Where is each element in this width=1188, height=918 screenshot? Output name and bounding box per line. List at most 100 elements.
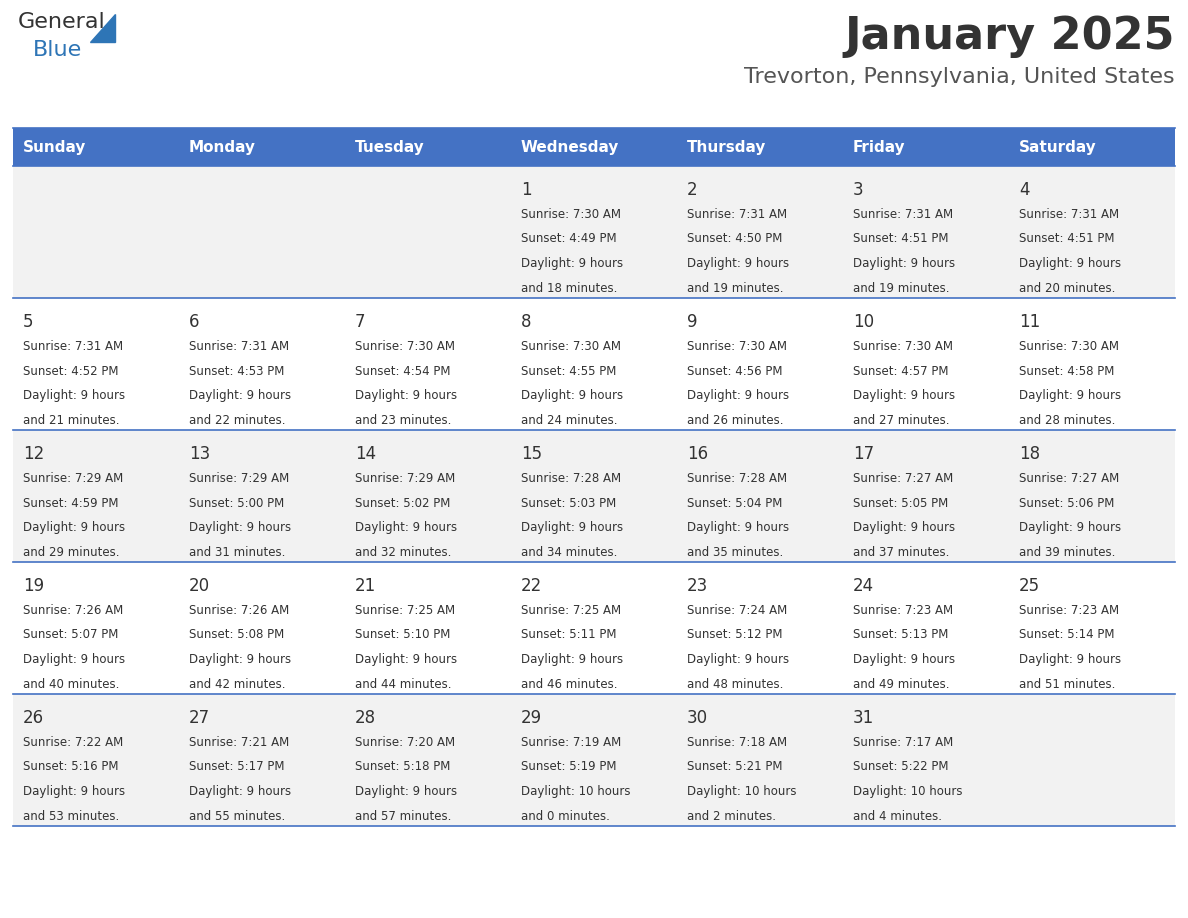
Text: Daylight: 9 hours: Daylight: 9 hours xyxy=(23,389,125,402)
Text: Daylight: 9 hours: Daylight: 9 hours xyxy=(189,653,291,666)
Text: Daylight: 10 hours: Daylight: 10 hours xyxy=(853,785,962,798)
Bar xyxy=(511,298,677,430)
Text: 12: 12 xyxy=(23,445,44,463)
Text: Sunset: 4:57 PM: Sunset: 4:57 PM xyxy=(853,364,948,377)
Bar xyxy=(345,298,511,430)
Text: 14: 14 xyxy=(355,445,377,463)
Text: 6: 6 xyxy=(189,313,200,331)
Text: and 18 minutes.: and 18 minutes. xyxy=(522,282,618,295)
Text: Daylight: 9 hours: Daylight: 9 hours xyxy=(189,389,291,402)
Text: Sunset: 5:14 PM: Sunset: 5:14 PM xyxy=(1019,629,1114,642)
Text: 26: 26 xyxy=(23,709,44,727)
Text: Sunrise: 7:23 AM: Sunrise: 7:23 AM xyxy=(1019,604,1119,617)
Text: 31: 31 xyxy=(853,709,874,727)
Text: Tuesday: Tuesday xyxy=(355,140,425,154)
Text: and 42 minutes.: and 42 minutes. xyxy=(189,677,285,690)
Text: 29: 29 xyxy=(522,709,542,727)
Text: Daylight: 9 hours: Daylight: 9 hours xyxy=(853,521,955,534)
Text: Sunrise: 7:28 AM: Sunrise: 7:28 AM xyxy=(522,472,621,485)
Text: Sunset: 5:11 PM: Sunset: 5:11 PM xyxy=(522,629,617,642)
Text: Sunrise: 7:30 AM: Sunrise: 7:30 AM xyxy=(687,340,786,353)
Text: and 46 minutes.: and 46 minutes. xyxy=(522,677,618,690)
Text: Sunset: 4:58 PM: Sunset: 4:58 PM xyxy=(1019,364,1114,377)
Text: Sunrise: 7:26 AM: Sunrise: 7:26 AM xyxy=(23,604,124,617)
Text: General: General xyxy=(18,12,106,32)
Bar xyxy=(511,128,677,166)
Bar xyxy=(843,694,1009,826)
Text: 4: 4 xyxy=(1019,181,1030,199)
Bar xyxy=(345,430,511,562)
Bar xyxy=(1009,166,1175,298)
Text: and 39 minutes.: and 39 minutes. xyxy=(1019,545,1116,558)
Text: Sunrise: 7:30 AM: Sunrise: 7:30 AM xyxy=(522,208,621,221)
Polygon shape xyxy=(90,14,115,42)
Text: Sunset: 4:51 PM: Sunset: 4:51 PM xyxy=(1019,232,1114,245)
Text: and 35 minutes.: and 35 minutes. xyxy=(687,545,783,558)
Text: Sunrise: 7:18 AM: Sunrise: 7:18 AM xyxy=(687,736,788,749)
Bar xyxy=(511,166,677,298)
Bar xyxy=(677,128,843,166)
Bar xyxy=(13,562,179,694)
Text: Daylight: 9 hours: Daylight: 9 hours xyxy=(189,521,291,534)
Text: Daylight: 9 hours: Daylight: 9 hours xyxy=(355,521,457,534)
Text: Daylight: 9 hours: Daylight: 9 hours xyxy=(23,785,125,798)
Text: and 29 minutes.: and 29 minutes. xyxy=(23,545,120,558)
Bar xyxy=(1009,562,1175,694)
Bar xyxy=(677,430,843,562)
Text: and 31 minutes.: and 31 minutes. xyxy=(189,545,285,558)
Text: 20: 20 xyxy=(189,577,210,595)
Text: and 32 minutes.: and 32 minutes. xyxy=(355,545,451,558)
Text: and 4 minutes.: and 4 minutes. xyxy=(853,810,942,823)
Text: 7: 7 xyxy=(355,313,366,331)
Text: Daylight: 9 hours: Daylight: 9 hours xyxy=(687,389,789,402)
Bar xyxy=(677,298,843,430)
Text: and 44 minutes.: and 44 minutes. xyxy=(355,677,451,690)
Text: 30: 30 xyxy=(687,709,708,727)
Text: Monday: Monday xyxy=(189,140,255,154)
Text: Blue: Blue xyxy=(33,40,82,60)
Text: Sunset: 5:08 PM: Sunset: 5:08 PM xyxy=(189,629,284,642)
Text: 18: 18 xyxy=(1019,445,1041,463)
Bar xyxy=(13,298,179,430)
Bar xyxy=(179,694,345,826)
Text: 22: 22 xyxy=(522,577,542,595)
Text: January 2025: January 2025 xyxy=(845,15,1175,58)
Bar xyxy=(179,128,345,166)
Text: Sunrise: 7:25 AM: Sunrise: 7:25 AM xyxy=(355,604,455,617)
Text: Daylight: 9 hours: Daylight: 9 hours xyxy=(522,521,624,534)
Text: and 20 minutes.: and 20 minutes. xyxy=(1019,282,1116,295)
Text: 25: 25 xyxy=(1019,577,1041,595)
Bar xyxy=(345,562,511,694)
Text: Sunrise: 7:27 AM: Sunrise: 7:27 AM xyxy=(853,472,953,485)
Text: Sunrise: 7:21 AM: Sunrise: 7:21 AM xyxy=(189,736,289,749)
Text: and 0 minutes.: and 0 minutes. xyxy=(522,810,609,823)
Text: Daylight: 10 hours: Daylight: 10 hours xyxy=(687,785,796,798)
Text: Sunset: 5:06 PM: Sunset: 5:06 PM xyxy=(1019,497,1114,509)
Text: 21: 21 xyxy=(355,577,377,595)
Bar xyxy=(843,562,1009,694)
Bar xyxy=(677,694,843,826)
Text: Sunrise: 7:31 AM: Sunrise: 7:31 AM xyxy=(687,208,788,221)
Text: Trevorton, Pennsylvania, United States: Trevorton, Pennsylvania, United States xyxy=(745,67,1175,87)
Text: Sunrise: 7:24 AM: Sunrise: 7:24 AM xyxy=(687,604,788,617)
Text: Sunrise: 7:17 AM: Sunrise: 7:17 AM xyxy=(853,736,953,749)
Text: Daylight: 9 hours: Daylight: 9 hours xyxy=(355,653,457,666)
Text: and 51 minutes.: and 51 minutes. xyxy=(1019,677,1116,690)
Text: Sunset: 5:18 PM: Sunset: 5:18 PM xyxy=(355,760,450,774)
Bar xyxy=(843,298,1009,430)
Text: Sunset: 5:12 PM: Sunset: 5:12 PM xyxy=(687,629,783,642)
Text: and 40 minutes.: and 40 minutes. xyxy=(23,677,119,690)
Bar xyxy=(179,430,345,562)
Text: Sunset: 4:52 PM: Sunset: 4:52 PM xyxy=(23,364,119,377)
Text: Sunrise: 7:20 AM: Sunrise: 7:20 AM xyxy=(355,736,455,749)
Text: Daylight: 9 hours: Daylight: 9 hours xyxy=(687,653,789,666)
Text: Daylight: 9 hours: Daylight: 9 hours xyxy=(355,389,457,402)
Text: Sunrise: 7:26 AM: Sunrise: 7:26 AM xyxy=(189,604,289,617)
Text: Daylight: 9 hours: Daylight: 9 hours xyxy=(687,257,789,270)
Bar xyxy=(345,694,511,826)
Text: Daylight: 9 hours: Daylight: 9 hours xyxy=(522,257,624,270)
Text: Sunset: 5:03 PM: Sunset: 5:03 PM xyxy=(522,497,617,509)
Text: Sunset: 5:04 PM: Sunset: 5:04 PM xyxy=(687,497,783,509)
Text: Sunrise: 7:23 AM: Sunrise: 7:23 AM xyxy=(853,604,953,617)
Text: and 23 minutes.: and 23 minutes. xyxy=(355,413,451,427)
